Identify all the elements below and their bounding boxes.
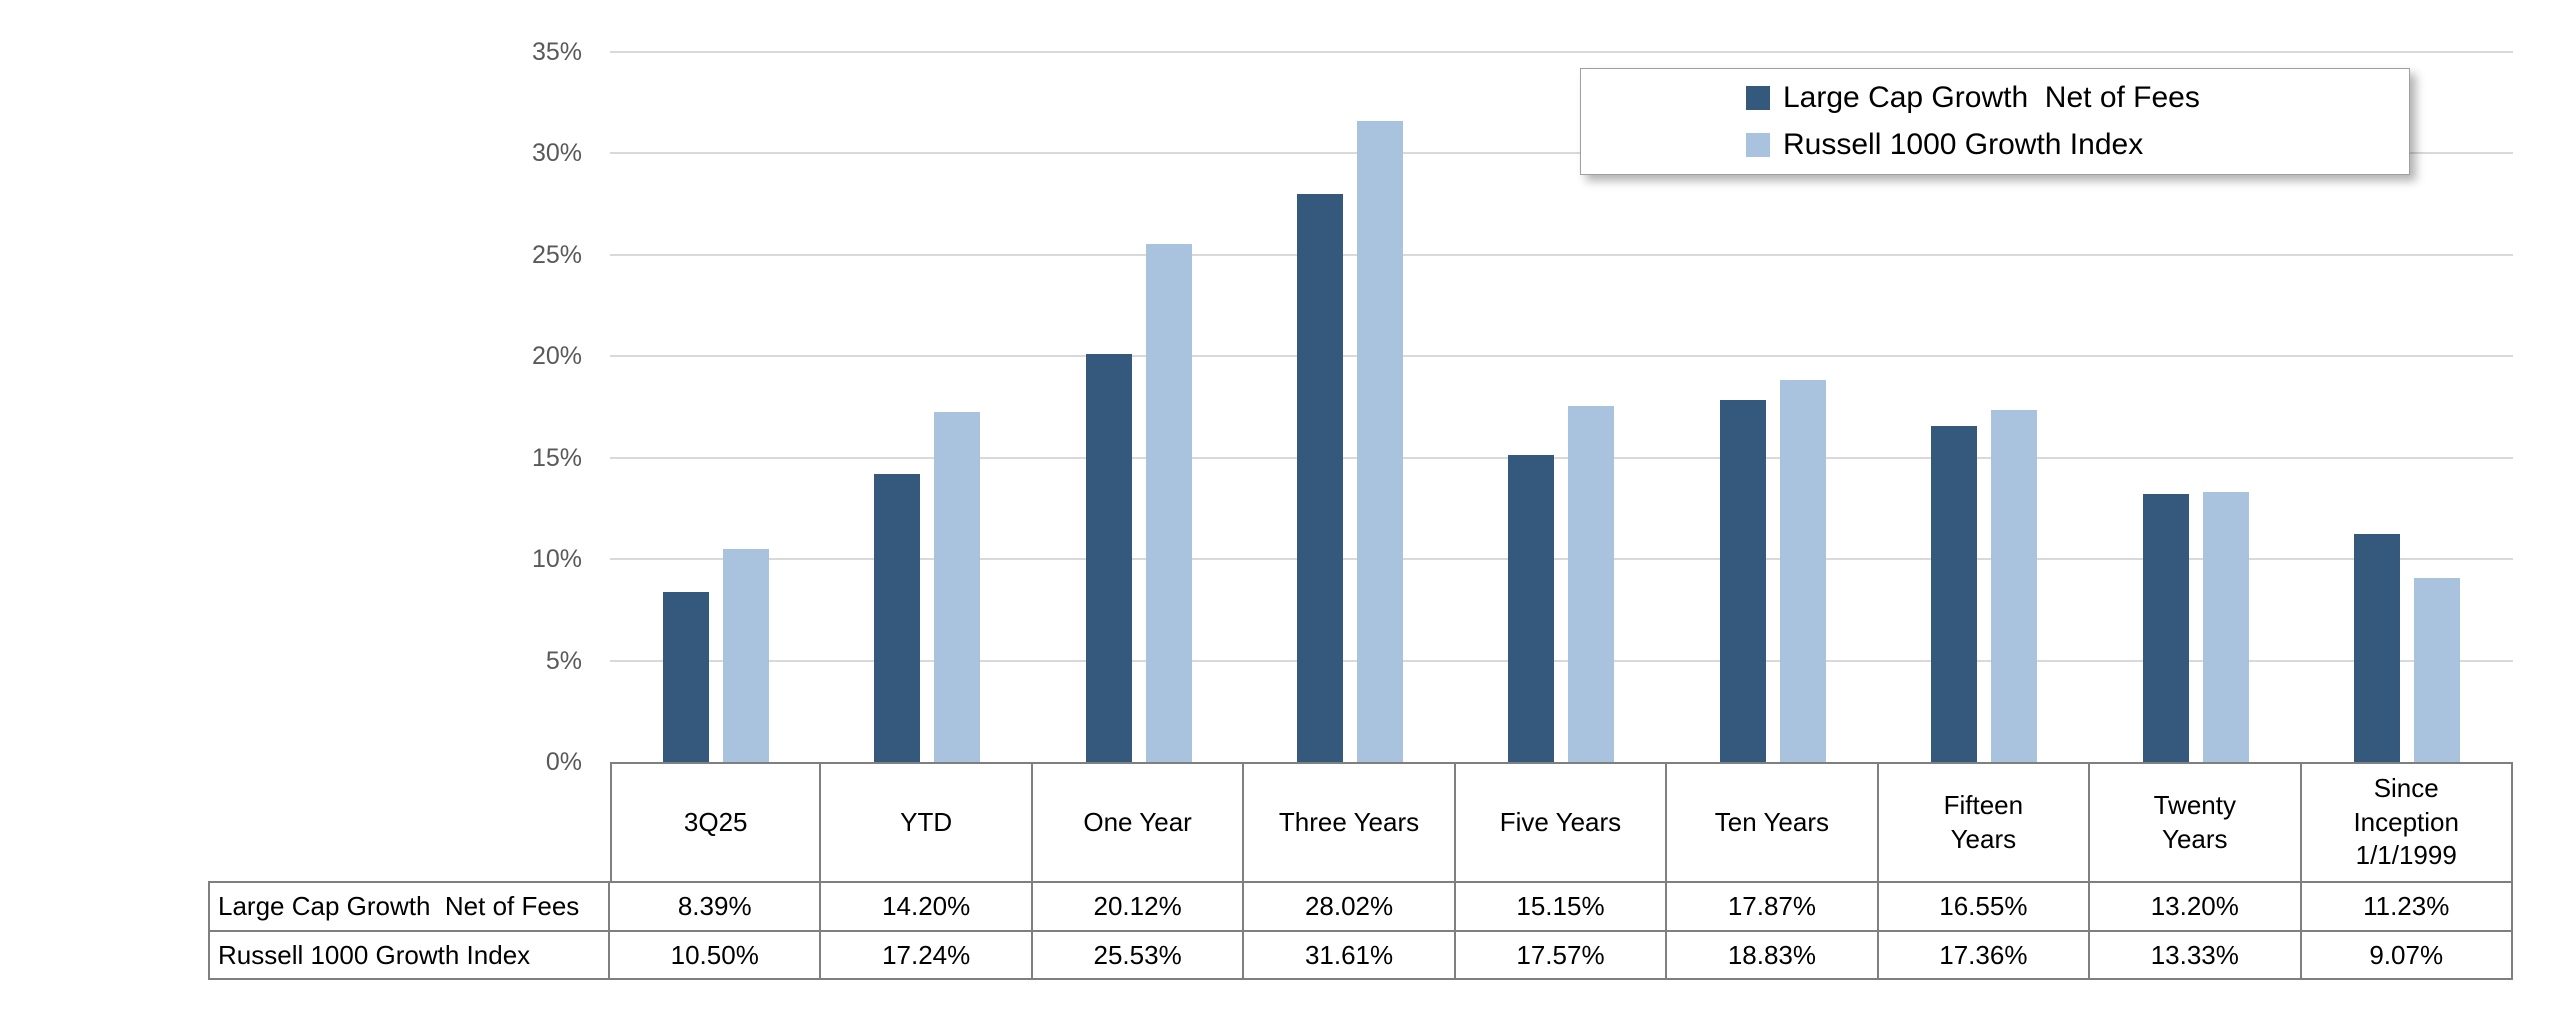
bar-large-cap-growth-net-of-fees-one-year: [1085, 353, 1132, 762]
table-cell-large-cap-growth-net-of-fees-ytd: 14.20%: [821, 883, 1033, 932]
bar-group-three-years: [1244, 52, 1455, 762]
y-axis-tick-label-15: 15%: [531, 443, 582, 472]
gridline-20pct: [610, 355, 2513, 358]
table-column-header-fifteen-years: Fifteen Years: [1878, 762, 2091, 883]
bar-large-cap-growth-net-of-fees-five-years: [1508, 454, 1555, 762]
table-cell-russell-1000-growth-index-twenty-years: 13.33%: [2090, 932, 2302, 980]
table-cell-russell-1000-growth-index-since-inception-1-1-1999: 9.07%: [2301, 932, 2513, 980]
y-axis-tick-label-20: 20%: [531, 342, 582, 371]
y-axis-tick-label-0: 0%: [545, 748, 582, 776]
bar-group-ytd: [821, 52, 1032, 762]
y-axis: 0% 5% 10% 15% 20% 25% 30% 35%: [0, 38, 588, 776]
legend-label: Large Cap Growth Net of Fees: [1783, 81, 2200, 114]
bar-large-cap-growth-net-of-fees-twenty-years: [2142, 494, 2189, 762]
bar-russell-1000-growth-index-one-year: [1145, 244, 1192, 762]
gridline-15pct: [610, 456, 2513, 459]
table-cell-large-cap-growth-net-of-fees-five-years: 15.15%: [1455, 883, 1668, 932]
table-cell-russell-1000-growth-index-fifteen-years: 17.36%: [1878, 932, 2091, 980]
performance-table: 3Q25 YTD One Year Three Years Five Years Ten …: [208, 762, 2513, 980]
gridline-25pct: [610, 253, 2513, 256]
bar-large-cap-growth-net-of-fees-fifteen-years: [1931, 426, 1978, 762]
bar-russell-1000-growth-index-three-years: [1357, 120, 1404, 762]
table-cell-russell-1000-growth-index-three-years: 31.61%: [1244, 932, 1456, 980]
bar-russell-1000-growth-index-twenty-years: [2202, 491, 2249, 762]
bar-group-one-year: [1033, 52, 1244, 762]
table-cell-russell-1000-growth-index-ytd: 17.24%: [821, 932, 1033, 980]
y-axis-tick-label-5: 5%: [545, 646, 582, 675]
table-corner-blank-cell: [208, 762, 610, 883]
bar-group-five-years: [1456, 52, 1667, 762]
y-axis-tick-label-35: 35%: [531, 38, 582, 66]
gridline-35pct: [610, 51, 2513, 53]
table-column-header-3q25: 3Q25: [610, 762, 822, 883]
bar-russell-1000-growth-index-fifteen-years: [1991, 409, 2038, 762]
bar-group-3q25: [610, 52, 821, 762]
table-cell-large-cap-growth-net-of-fees-fifteen-years: 16.55%: [1878, 883, 2091, 932]
table-row-label-russell-1000-growth-index: Russell 1000 Growth Index: [208, 932, 610, 980]
bar-large-cap-growth-net-of-fees-3q25: [662, 591, 709, 762]
table-cell-large-cap-growth-net-of-fees-one-year: 20.12%: [1032, 883, 1245, 932]
table-cell-russell-1000-growth-index-ten-years: 18.83%: [1667, 932, 1879, 980]
table-column-header-twenty-years: Twenty Years: [2090, 762, 2302, 883]
legend-item-large-cap-growth-net-of-fees: Large Cap Growth Net of Fees: [1746, 75, 2409, 122]
table-cell-russell-1000-growth-index-five-years: 17.57%: [1455, 932, 1668, 980]
table-cell-russell-1000-growth-index-3q25: 10.50%: [610, 932, 822, 980]
legend-marker-icon: [1746, 133, 1770, 157]
y-axis-tick-label-25: 25%: [531, 240, 582, 269]
table-column-header-one-year: One Year: [1032, 762, 1245, 883]
bar-large-cap-growth-net-of-fees-ten-years: [1719, 399, 1766, 762]
legend-marker-icon: [1746, 86, 1770, 110]
table-column-header-three-years: Three Years: [1244, 762, 1456, 883]
bar-russell-1000-growth-index-3q25: [722, 549, 769, 762]
bar-russell-1000-growth-index-ten-years: [1779, 380, 1826, 762]
table-column-header-five-years: Five Years: [1455, 762, 1668, 883]
legend-label: Russell 1000 Growth Index: [1783, 128, 2144, 161]
gridline-5pct: [610, 659, 2513, 662]
legend-item-russell-1000-growth-index: Russell 1000 Growth Index: [1746, 122, 2409, 169]
table-column-header-ten-years: Ten Years: [1667, 762, 1879, 883]
bar-group-fifteen-years: [1879, 52, 2090, 762]
table-cell-large-cap-growth-net-of-fees-3q25: 8.39%: [610, 883, 822, 932]
bar-large-cap-growth-net-of-fees-three-years: [1297, 193, 1344, 762]
bar-russell-1000-growth-index-five-years: [1568, 405, 1615, 762]
legend: Large Cap Growth Net of Fees Russell 1000…: [1580, 68, 2410, 175]
table-cell-large-cap-growth-net-of-fees-three-years: 28.02%: [1244, 883, 1456, 932]
bar-group-ten-years: [1667, 52, 1878, 762]
y-axis-tick-label-30: 30%: [531, 139, 582, 168]
bar-group-twenty-years: [2090, 52, 2301, 762]
gridline-30pct: [610, 152, 2513, 155]
table-cell-large-cap-growth-net-of-fees-since-inception-1-1-1999: 11.23%: [2301, 883, 2513, 932]
table-cell-large-cap-growth-net-of-fees-twenty-years: 13.20%: [2090, 883, 2302, 932]
table-cell-russell-1000-growth-index-one-year: 25.53%: [1032, 932, 1245, 980]
table-column-header-since-inception-1-1-1999: Since Inception 1/1/1999: [2301, 762, 2513, 883]
bar-chart-plot-area: [610, 51, 2513, 762]
table-column-header-ytd: YTD: [821, 762, 1033, 883]
bar-large-cap-growth-net-of-fees-since-inception-1-1-1999: [2354, 534, 2401, 762]
gridline-10pct: [610, 558, 2513, 561]
bar-russell-1000-growth-index-since-inception-1-1-1999: [2414, 578, 2461, 762]
table-row-label-large-cap-growth-net-of-fees: Large Cap Growth Net of Fees: [208, 883, 610, 932]
table-cell-large-cap-growth-net-of-fees-ten-years: 17.87%: [1667, 883, 1879, 932]
y-axis-tick-label-10: 10%: [531, 545, 582, 574]
bar-group-since-inception-1-1-1999: [2302, 52, 2513, 762]
bar-large-cap-growth-net-of-fees-ytd: [874, 473, 921, 762]
bar-russell-1000-growth-index-ytd: [934, 412, 981, 762]
